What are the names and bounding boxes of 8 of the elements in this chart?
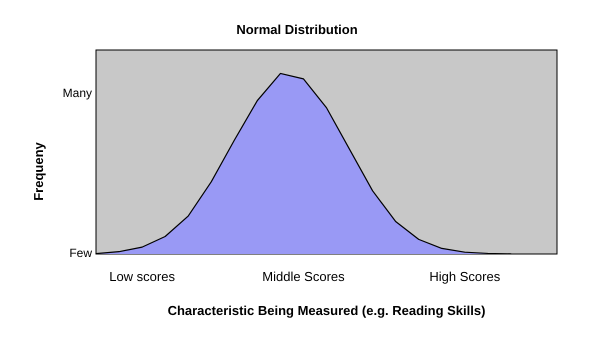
x-tick-label: Middle Scores: [262, 269, 346, 284]
x-axis-title: Characteristic Being Measured (e.g. Reading Skills): [168, 303, 486, 318]
x-tick-label: Low scores: [109, 269, 176, 284]
y-axis-title: Frequeny: [31, 141, 46, 201]
text: Few: [69, 246, 92, 260]
x-tick-label: High Scores: [429, 269, 501, 284]
chart-title: Normal Distribution: [236, 22, 358, 37]
text: Many: [62, 86, 92, 100]
